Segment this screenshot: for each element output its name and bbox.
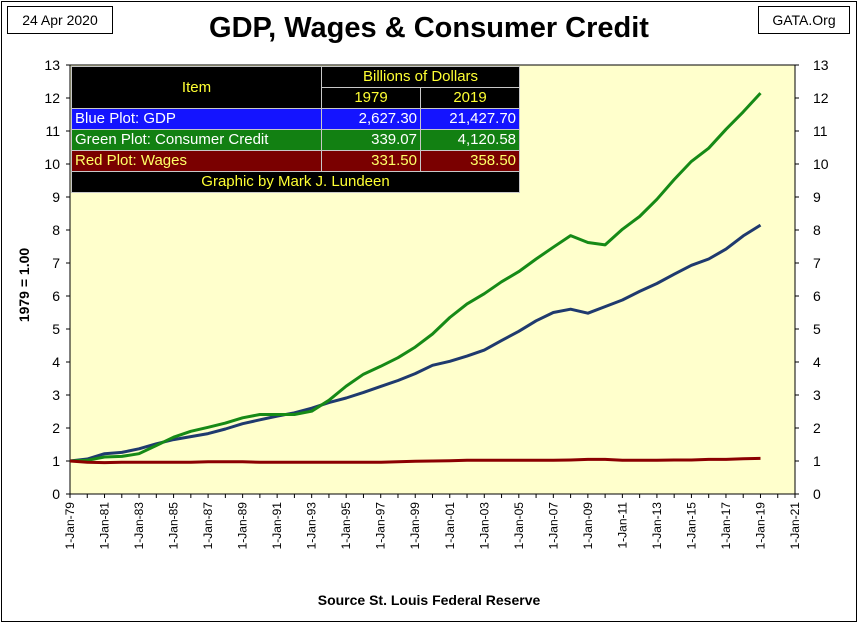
row-value-2019: 358.50	[419, 150, 521, 172]
table-credit-row: Graphic by Mark J. Lundeen	[70, 171, 521, 193]
x-tick-label: 1-Jan-83	[132, 502, 146, 550]
row-value-1979: 2,627.30	[321, 108, 421, 130]
chart-title: GDP, Wages & Consumer Credit	[209, 12, 649, 44]
x-axis: 1-Jan-79 1-Jan-81 1-Jan-83 1-Jan-85 1-Jan-87…	[63, 494, 802, 549]
y-tick-label-left: 3	[52, 387, 60, 403]
x-tick-label: 1-Jan-93	[305, 502, 319, 550]
x-tick-label: 1-Jan-19	[753, 502, 767, 550]
y-tick-label-left: 8	[52, 222, 60, 238]
y-tick-label-left: 5	[52, 321, 60, 337]
row-value-2019: 4,120.58	[419, 129, 521, 151]
x-tick-label: 1-Jan-97	[374, 502, 388, 550]
x-tick-label: 1-Jan-89	[236, 502, 250, 550]
row-value-2019: 21,427.70	[419, 108, 521, 130]
x-tick-label: 1-Jan-79	[63, 502, 77, 550]
table-header-row: Item Billions of Dollars	[71, 66, 521, 109]
row-value-1979: 339.07	[321, 129, 421, 151]
y-tick-label-right: 13	[813, 57, 829, 73]
x-tick-label: 1-Jan-01	[443, 502, 457, 550]
x-tick-label: 1-Jan-85	[167, 502, 181, 550]
y-tick-label-right: 0	[813, 486, 821, 502]
table-col-group: Billions of Dollars	[320, 66, 521, 88]
table-row-wages: Red Plot: Wages 331.50 358.50	[71, 150, 521, 172]
x-tick-label: 1-Jan-05	[512, 502, 526, 550]
x-tick-label: 1-Jan-91	[270, 502, 284, 550]
consumer-credit-line	[69, 92, 762, 463]
y-tick-label-left: 10	[44, 156, 60, 172]
y-tick-label-left: 9	[52, 189, 60, 205]
y-tick-label-left: 2	[52, 420, 60, 436]
x-tick-label: 1-Jan-95	[339, 502, 353, 550]
x-tick-label: 1-Jan-09	[581, 502, 595, 550]
y-tick-label-left: 11	[45, 123, 60, 139]
x-tick-label: 1-Jan-21	[788, 502, 802, 550]
gdp-line	[69, 223, 762, 463]
row-label: Blue Plot: GDP	[71, 108, 322, 130]
x-tick-label: 1-Jan-03	[477, 502, 491, 550]
table-col-2019: 2019	[419, 87, 521, 109]
series-lines	[69, 92, 762, 465]
x-tick-label: 1-Jan-15	[684, 502, 698, 550]
y-tick-label-right: 3	[813, 387, 821, 403]
y-tick-label-right: 5	[813, 321, 821, 337]
site-label: GATA.Org	[758, 6, 850, 34]
y-tick-label-left: 13	[44, 57, 60, 73]
row-value-1979: 331.50	[321, 150, 421, 172]
x-tick-label: 1-Jan-17	[719, 502, 733, 550]
y-tick-label-right: 6	[813, 288, 821, 304]
y-tick-label-right: 7	[813, 255, 821, 271]
y-tick-label-right: 12	[813, 90, 829, 106]
row-label: Green Plot: Consumer Credit	[71, 129, 322, 151]
x-tick-label: 1-Jan-13	[650, 502, 664, 550]
y-tick-label-right: 9	[813, 189, 821, 205]
y-tick-label-right: 2	[813, 420, 821, 436]
y-tick-label-right: 11	[813, 123, 828, 139]
x-tick-label: 1-Jan-81	[98, 502, 112, 550]
graphic-credit: Graphic by Mark J. Lundeen	[70, 171, 521, 193]
y-tick-label-left: 6	[52, 288, 60, 304]
y-tick-label-right: 1	[813, 453, 821, 469]
x-tick-label: 1-Jan-99	[408, 502, 422, 550]
table-row-gdp: Blue Plot: GDP 2,627.30 21,427.70	[71, 108, 521, 130]
date-label: 24 Apr 2020	[7, 6, 113, 34]
y-tick-label-right: 8	[813, 222, 821, 238]
legend-table: Item Billions of Dollars 1979 2019 Blue …	[70, 66, 521, 193]
y-tick-label-left: 0	[52, 486, 60, 502]
y-tick-label-right: 4	[813, 354, 821, 370]
y-axis-label: 1979 = 1.00	[16, 247, 32, 323]
x-tick-label: 1-Jan-11	[615, 502, 629, 549]
wages-line	[69, 456, 761, 465]
y-tick-label-left: 12	[44, 90, 60, 106]
y-tick-label-left: 1	[52, 453, 60, 469]
table-row-consumer-credit: Green Plot: Consumer Credit 339.07 4,120…	[71, 129, 521, 151]
x-tick-label: 1-Jan-07	[546, 502, 560, 550]
y-tick-label-left: 7	[52, 255, 60, 271]
x-tick-label: 1-Jan-87	[201, 502, 215, 550]
y-tick-label-right: 10	[813, 156, 829, 172]
row-label: Red Plot: Wages	[71, 150, 322, 172]
y-tick-label-left: 4	[52, 354, 60, 370]
table-col-item: Item	[71, 66, 322, 109]
source-note: Source St. Louis Federal Reserve	[317, 592, 541, 608]
table-col-1979: 1979	[321, 87, 421, 109]
